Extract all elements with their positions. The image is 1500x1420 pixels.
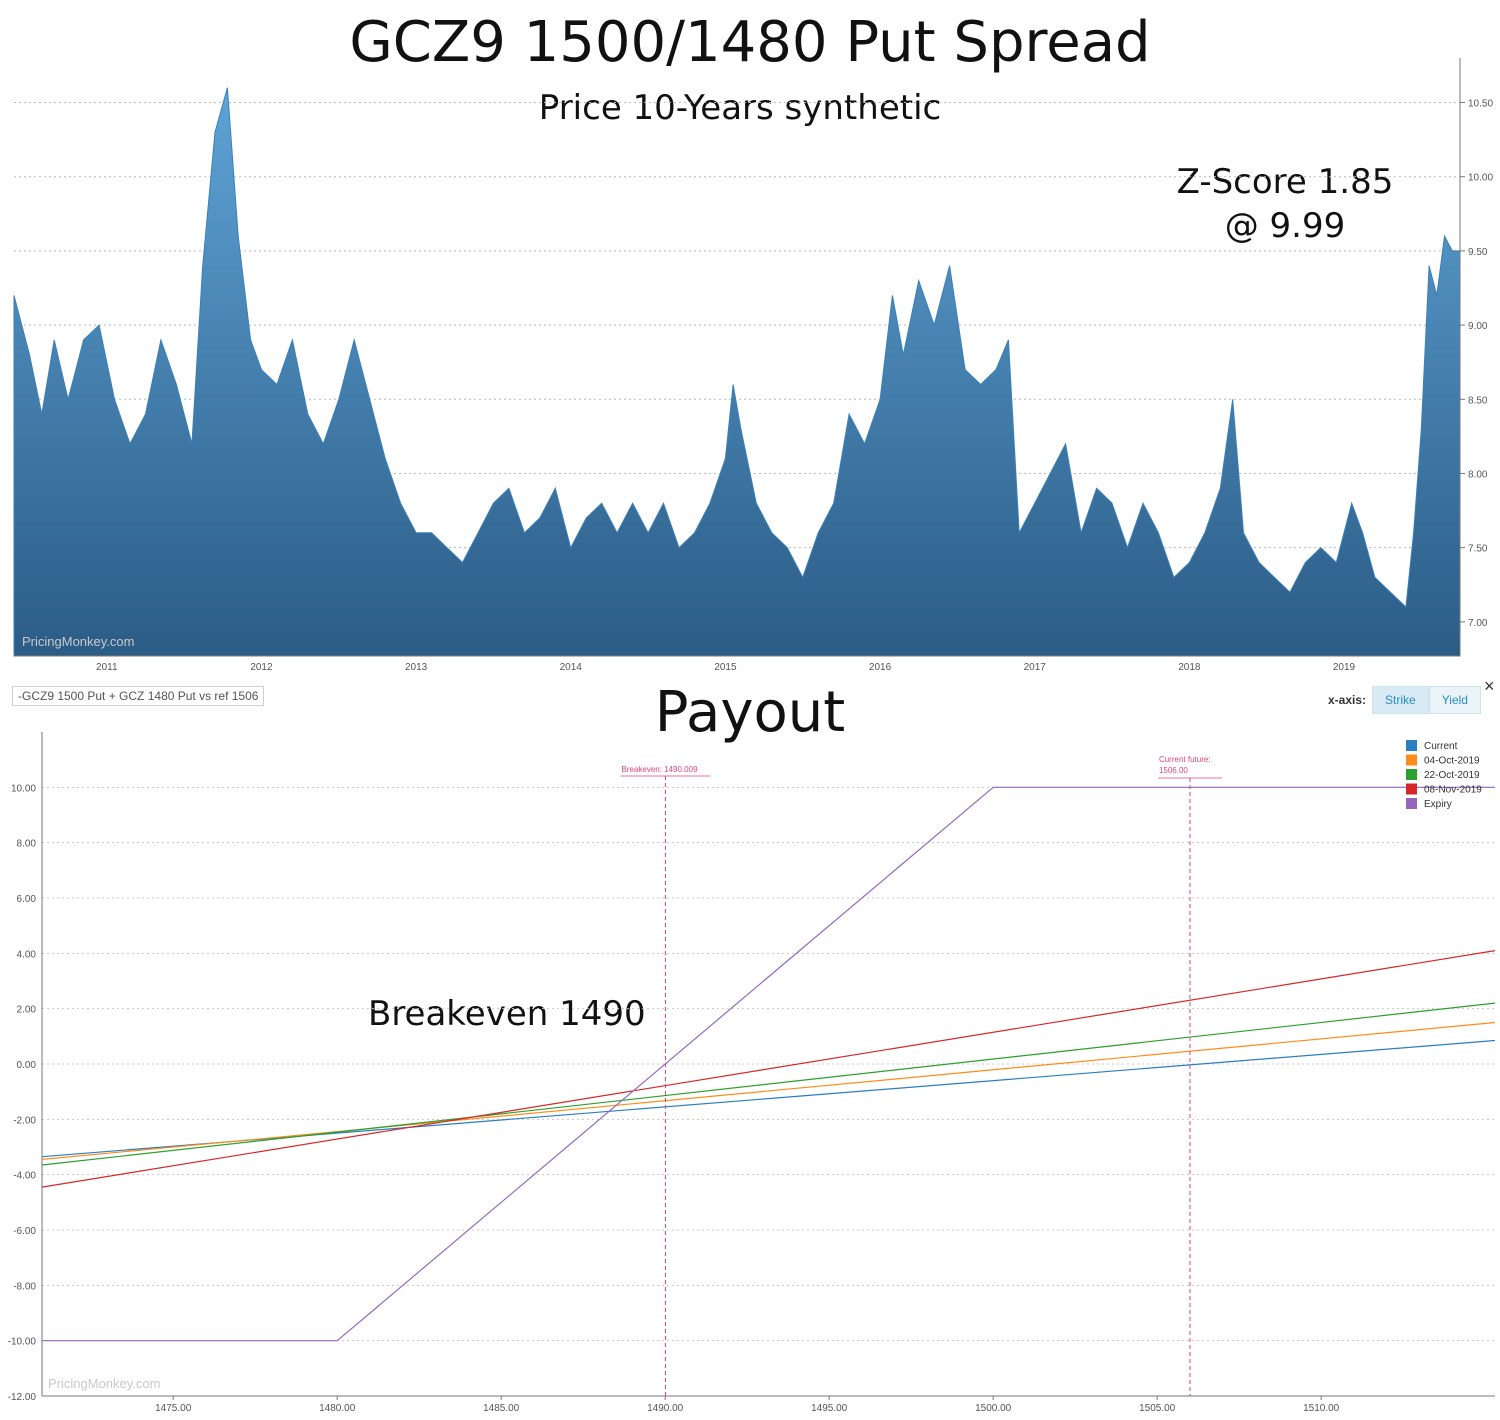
y-tick-label: 0.00 [17,1060,37,1071]
x-tick-label: 1505.00 [1139,1403,1176,1414]
x-tick-label: 1475.00 [155,1403,192,1414]
payout-title: Payout [654,680,846,745]
y-tick-label: -2.00 [13,1115,36,1126]
y-tick-label: 8.00 [1468,469,1488,480]
price-history-chart: 7.00 7.50 8.00 8.50 9.00 9.50 10.00 10.50 2011 20… [13,58,1493,673]
chart-title: GCZ9 1500/1480 Put Spread [349,10,1151,75]
breakeven-annotation: Breakeven 1490 [368,994,646,1034]
y-tick-label: 4.00 [17,949,37,960]
y-tick-label: -12.00 [8,1392,37,1403]
y-tick-label: 10.00 [11,783,36,794]
y-tick-label: -4.00 [13,1171,36,1182]
legend-swatch [1406,798,1417,809]
y-tick-label: -10.00 [8,1337,37,1348]
x-tick-label: 2016 [869,662,892,673]
close-icon[interactable]: × [1484,676,1495,696]
x-tick-label: 1480.00 [319,1403,356,1414]
breakeven-marker-label: Breakeven: 1490.009 [621,765,698,774]
x-tick-label: 2019 [1333,662,1356,673]
watermark: PricingMonkey.com [48,1376,160,1391]
price-area-series [13,87,1461,657]
series-08-nov-2019 [41,950,1496,1188]
series-04-oct-2019 [41,1021,1496,1160]
strike-toggle-button[interactable]: Strike [1372,686,1429,714]
y-tick-label: 10.00 [1468,173,1493,184]
x-tick-label: 2017 [1024,662,1047,673]
x-tick-label: 1490.00 [647,1403,684,1414]
y-tick-label: 6.00 [17,894,37,905]
legend-entry: 22-Oct-2019 [1424,770,1480,781]
legend-entry: Current [1424,741,1458,752]
zscore-line2: @ 9.99 [1224,206,1346,246]
y-tick-label: 8.00 [17,839,37,850]
zscore-line1: Z-Score 1.85 [1176,162,1394,202]
legend-swatch [1406,754,1417,766]
current-future-label-line1: Current future: [1159,755,1211,764]
y-tick-label: 9.00 [1468,321,1488,332]
x-tick-label: 1510.00 [1303,1403,1340,1414]
strategy-label[interactable]: -GCZ9 1500 Put + GCZ 1480 Put vs ref 150… [12,686,265,706]
y-tick-label: 2.00 [17,1005,37,1016]
x-axis-toggle: x-axis: Strike Yield [1328,686,1481,714]
payout-chart: -12.00 -10.00 -8.00 -6.00 -4.00 -2.00 0.00 2.00… [8,732,1496,1414]
legend-swatch [1406,740,1417,751]
chart-subtitle: Price 10-Years synthetic [538,88,942,128]
legend-entry: 04-Oct-2019 [1424,756,1480,767]
y-tick-label: 8.50 [1468,395,1488,406]
series-current [41,1039,1496,1158]
series-22-oct-2019 [41,1002,1496,1166]
x-tick-label: 2013 [405,662,428,673]
x-tick-label: 2014 [560,662,583,673]
legend-swatch [1406,769,1417,780]
x-tick-label: 2018 [1178,662,1201,673]
x-tick-label: 1485.00 [483,1403,520,1414]
x-tick-label: 2011 [96,662,118,673]
yield-toggle-button[interactable]: Yield [1428,686,1481,714]
current-future-label-line2: 1506.00 [1159,766,1188,775]
legend-swatch [1406,783,1417,795]
y-tick-label: -6.00 [13,1226,36,1237]
y-tick-label: 10.50 [1468,99,1493,110]
x-tick-label: 2015 [714,662,737,673]
x-tick-label: 1500.00 [975,1403,1012,1414]
legend-entry: 08-Nov-2019 [1424,785,1482,796]
y-tick-label: 9.50 [1468,247,1488,258]
x-tick-label: 2012 [250,662,273,673]
zscore-annotation: Z-Score 1.85 @ 9.99 [1150,160,1420,248]
x-tick-label: 1495.00 [811,1403,848,1414]
y-tick-label: 7.50 [1468,544,1488,555]
legend-entry: Expiry [1424,799,1452,810]
watermark: PricingMonkey.com [22,634,134,649]
y-tick-label: -8.00 [13,1281,36,1292]
y-tick-label: 7.00 [1468,618,1488,629]
x-axis-label: x-axis: [1328,693,1367,707]
